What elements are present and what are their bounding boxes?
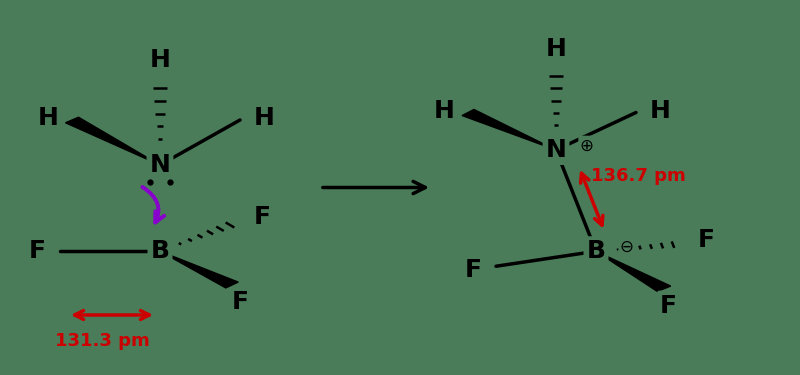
Polygon shape <box>596 251 670 291</box>
Text: 136.7 pm: 136.7 pm <box>590 167 686 185</box>
Text: F: F <box>698 228 715 252</box>
Text: N: N <box>150 153 170 177</box>
Text: N: N <box>546 138 566 162</box>
Text: H: H <box>434 99 454 123</box>
Text: B: B <box>150 239 170 263</box>
Text: F: F <box>29 239 46 263</box>
Text: 131.3 pm: 131.3 pm <box>54 332 150 350</box>
Polygon shape <box>462 110 556 150</box>
Text: F: F <box>659 294 677 318</box>
Text: H: H <box>650 99 670 123</box>
Text: H: H <box>546 37 566 61</box>
Text: H: H <box>38 106 58 130</box>
Text: F: F <box>465 258 482 282</box>
Text: F: F <box>254 206 271 230</box>
Text: $\ominus$: $\ominus$ <box>619 238 634 256</box>
Text: H: H <box>254 106 274 130</box>
Text: $\oplus$: $\oplus$ <box>579 136 594 154</box>
Polygon shape <box>66 117 160 165</box>
Text: F: F <box>231 290 249 314</box>
Polygon shape <box>160 251 238 288</box>
Text: H: H <box>150 48 170 72</box>
Text: B: B <box>586 239 606 263</box>
